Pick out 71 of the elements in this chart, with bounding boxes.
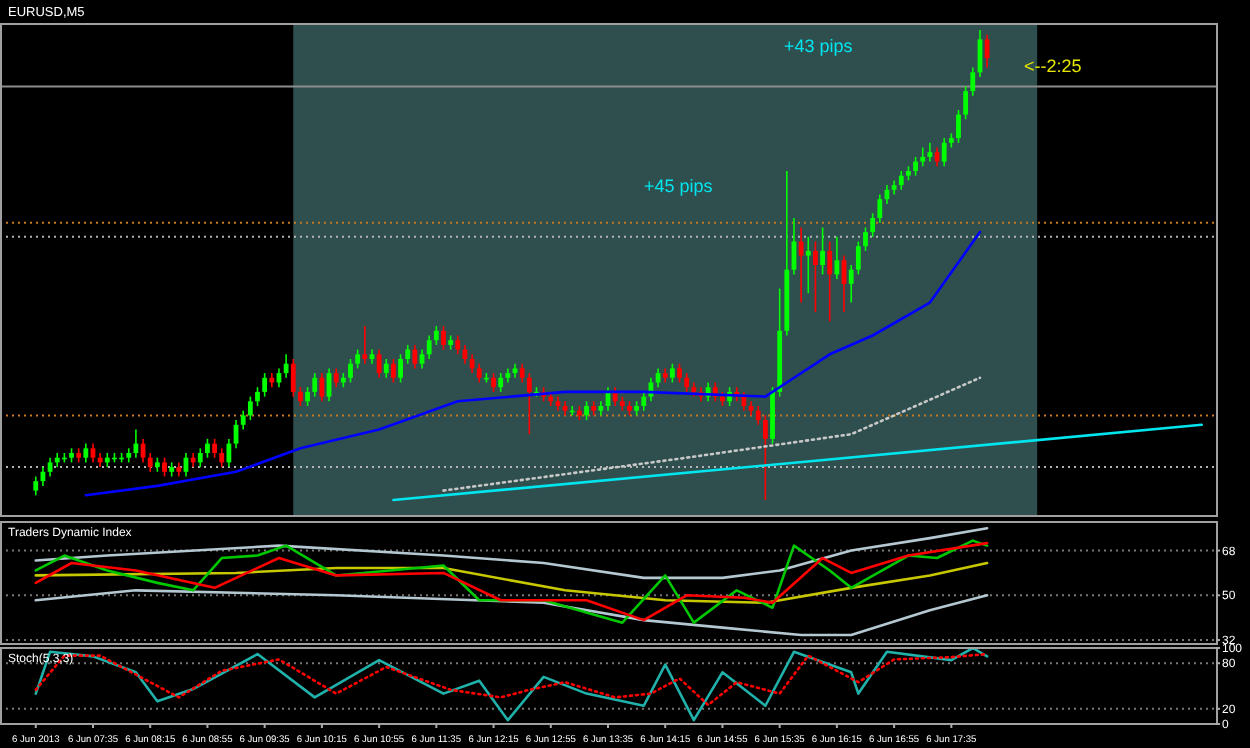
candlestick xyxy=(834,236,840,280)
candlestick xyxy=(970,66,976,97)
candlestick xyxy=(83,442,89,464)
candlestick xyxy=(641,391,647,412)
candlestick xyxy=(162,456,167,478)
candlestick xyxy=(669,362,675,384)
candlestick xyxy=(755,405,761,426)
candlestick xyxy=(197,447,203,468)
candlestick xyxy=(813,240,818,313)
candlestick xyxy=(941,137,947,168)
candlestick xyxy=(247,395,253,421)
candlestick xyxy=(956,109,961,144)
candlestick xyxy=(147,452,153,473)
candlestick xyxy=(391,358,396,384)
candlestick xyxy=(412,344,418,370)
candlestick xyxy=(255,386,260,407)
candlestick xyxy=(398,353,403,384)
candlestick xyxy=(205,438,210,459)
candlestick xyxy=(226,438,232,468)
candlestick xyxy=(219,447,225,468)
candlestick xyxy=(927,142,933,163)
candlestick xyxy=(383,358,389,379)
candlestick xyxy=(963,85,969,121)
candlestick xyxy=(298,386,303,407)
annotation: <--2:25 xyxy=(1024,56,1082,76)
candlestick xyxy=(498,372,504,393)
candlestick xyxy=(240,409,246,431)
candlestick xyxy=(305,386,310,407)
candlestick xyxy=(262,372,268,398)
candlestick xyxy=(33,475,39,497)
annotation: +43 pips xyxy=(784,36,854,56)
candlestick xyxy=(212,438,217,459)
candlestick xyxy=(426,334,432,360)
candlestick xyxy=(684,372,690,393)
candlestick xyxy=(433,325,439,346)
candlestick xyxy=(762,414,768,501)
line-series xyxy=(34,589,989,637)
candlestick xyxy=(805,236,811,294)
candlestick xyxy=(863,226,868,252)
candlestick xyxy=(913,156,918,177)
candlestick xyxy=(455,334,461,356)
candlestick xyxy=(355,348,361,370)
candlestick xyxy=(898,170,904,191)
line-series xyxy=(34,561,989,605)
candlestick xyxy=(920,146,926,168)
candlestick xyxy=(376,348,382,379)
candlestick xyxy=(362,325,368,365)
candlestick xyxy=(877,193,883,224)
candlestick xyxy=(290,358,296,398)
candlestick xyxy=(312,372,318,398)
candlestick xyxy=(405,344,411,365)
candlestick xyxy=(855,240,861,276)
candlestick xyxy=(798,226,804,304)
candlestick xyxy=(820,226,825,276)
candlestick xyxy=(677,362,682,384)
candlestick xyxy=(827,240,833,323)
candlestick xyxy=(870,212,876,238)
candlestick xyxy=(526,372,532,435)
candlestick xyxy=(441,325,446,351)
candlestick xyxy=(848,264,854,304)
candlestick xyxy=(348,358,353,384)
annotation: +45 pips xyxy=(644,176,714,196)
candlestick xyxy=(770,386,775,445)
candlestick xyxy=(584,400,589,421)
candlestick xyxy=(476,362,482,384)
candlestick xyxy=(333,367,339,388)
candlestick xyxy=(283,353,289,379)
candlestick xyxy=(491,372,496,393)
candlestick xyxy=(319,372,325,403)
candlestick xyxy=(984,33,990,69)
candlestick xyxy=(519,362,525,384)
